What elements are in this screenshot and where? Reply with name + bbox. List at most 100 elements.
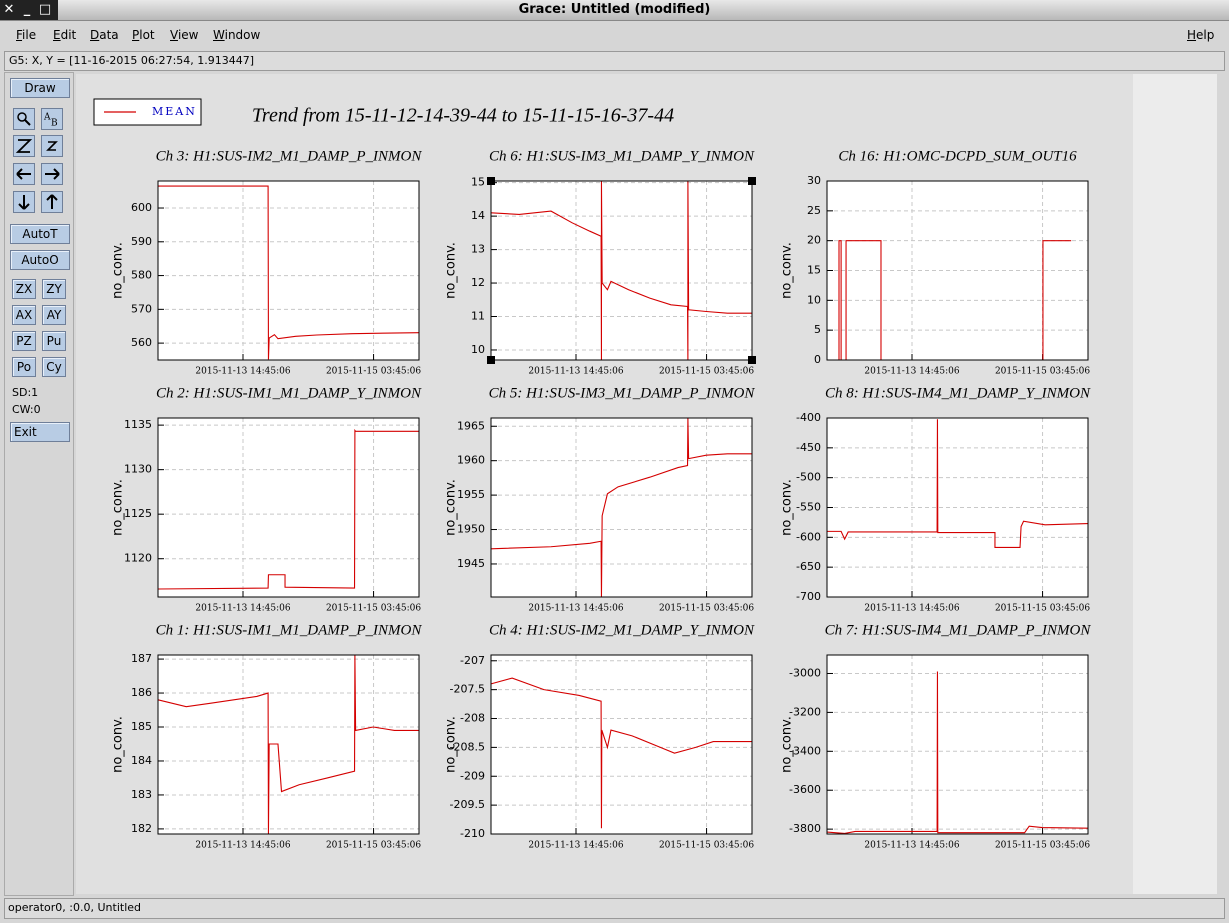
tool-button[interactable]: Pu bbox=[42, 331, 66, 351]
y-tick-label: 580 bbox=[131, 269, 152, 282]
tool-button[interactable]: PZ bbox=[12, 331, 36, 351]
data-line bbox=[158, 185, 420, 360]
autoo-button[interactable]: AutoO bbox=[10, 250, 70, 270]
data-line bbox=[157, 428, 419, 590]
zoom-out-button[interactable] bbox=[41, 135, 63, 157]
plot-area bbox=[827, 181, 1088, 360]
data-line bbox=[490, 417, 752, 598]
x-tick-label: 2015-11-15 03:45:06 bbox=[995, 367, 1090, 377]
window-controls[interactable]: ✕ _ □ bbox=[0, 0, 58, 20]
selection-handle bbox=[487, 356, 495, 364]
menu-item[interactable]: Data bbox=[90, 28, 119, 42]
right-button[interactable] bbox=[41, 163, 63, 185]
y-tick-label: 15 bbox=[471, 176, 485, 189]
tool-button[interactable]: ZX bbox=[12, 279, 36, 299]
data-line bbox=[826, 671, 1089, 834]
y-tick-label: 25 bbox=[807, 204, 821, 217]
x-tick-label: 2015-11-15 03:45:06 bbox=[995, 841, 1090, 851]
x-tick-label: 2015-11-13 14:45:06 bbox=[528, 841, 623, 851]
x-tick-label: 2015-11-13 14:45:06 bbox=[195, 841, 290, 851]
up-button[interactable] bbox=[41, 191, 63, 213]
status-label: SD:1 bbox=[12, 386, 39, 399]
x-tick-label: 2015-11-13 14:45:06 bbox=[864, 604, 959, 614]
plot-area bbox=[827, 655, 1088, 834]
title-bar: Grace: Untitled (modified) bbox=[0, 0, 1229, 21]
status-bar: operator0, :0.0, Untitled bbox=[4, 898, 1225, 919]
y-tick-label: 590 bbox=[131, 235, 152, 248]
plot-frame bbox=[157, 654, 420, 835]
x-tick-label: 2015-11-15 03:45:06 bbox=[659, 841, 754, 851]
menu-item[interactable]: View bbox=[170, 28, 199, 42]
y-tick-label: -209 bbox=[460, 769, 485, 782]
plot-frame bbox=[157, 180, 420, 361]
menu-item[interactable]: File bbox=[16, 28, 37, 42]
zoom-in-button[interactable] bbox=[13, 135, 35, 157]
plot-frame bbox=[826, 654, 1089, 835]
data-line bbox=[490, 677, 752, 829]
y-tick-label: 186 bbox=[131, 686, 152, 699]
x-tick-label: 2015-11-13 14:45:06 bbox=[864, 841, 959, 851]
plot-area bbox=[158, 655, 419, 834]
y-tick-label: 1125 bbox=[124, 507, 152, 520]
y-tick-label: -209.5 bbox=[450, 798, 485, 811]
y-tick-label: 1965 bbox=[457, 419, 485, 432]
canvas-margin bbox=[1133, 74, 1217, 894]
legend-label: MEAN bbox=[152, 105, 197, 118]
y-axis-label: no_conv. bbox=[780, 716, 795, 773]
x-tick-label: 2015-11-13 14:45:06 bbox=[864, 367, 959, 377]
plot-area bbox=[158, 418, 419, 597]
tool-button[interactable]: ZY bbox=[42, 279, 66, 299]
y-tick-label: 187 bbox=[131, 652, 152, 665]
tool-button[interactable]: AX bbox=[12, 305, 36, 325]
chart-title: Ch 6: H1:SUS-IM3_M1_DAMP_Y_INMON bbox=[489, 148, 755, 164]
y-tick-label: -700 bbox=[796, 590, 821, 603]
y-axis-label: no_conv. bbox=[444, 716, 459, 773]
y-tick-label: 570 bbox=[131, 302, 152, 315]
x-tick-label: 2015-11-15 03:45:06 bbox=[326, 367, 421, 377]
y-axis-label: no_conv. bbox=[780, 242, 795, 299]
plot-frame bbox=[826, 180, 1089, 361]
left-button[interactable] bbox=[13, 163, 35, 185]
x-tick-label: 2015-11-13 14:45:06 bbox=[195, 367, 290, 377]
x-tick-label: 2015-11-15 03:45:06 bbox=[326, 841, 421, 851]
graph-title: Trend from 15-11-12-14-39-44 to 15-11-15… bbox=[252, 105, 674, 127]
tool-button[interactable]: AY bbox=[42, 305, 66, 325]
plot-area bbox=[491, 418, 752, 597]
y-tick-label: -3200 bbox=[789, 705, 821, 718]
y-tick-label: 1135 bbox=[124, 418, 152, 431]
plot-area bbox=[491, 181, 752, 360]
selection-handle bbox=[487, 177, 495, 185]
y-tick-label: 30 bbox=[807, 174, 821, 187]
menu-item[interactable]: Edit bbox=[53, 28, 77, 42]
y-tick-label: 184 bbox=[131, 754, 152, 767]
y-tick-label: -3800 bbox=[789, 822, 821, 835]
y-tick-label: -550 bbox=[796, 501, 821, 514]
x-tick-label: 2015-11-13 14:45:06 bbox=[195, 604, 290, 614]
menu-item[interactable]: Plot bbox=[132, 28, 155, 42]
autot-button[interactable]: AutoT bbox=[10, 224, 70, 244]
y-tick-label: 5 bbox=[814, 323, 821, 336]
data-line bbox=[490, 180, 752, 361]
x-tick-label: 2015-11-15 03:45:06 bbox=[995, 604, 1090, 614]
chart-title: Ch 8: H1:SUS-IM4_M1_DAMP_Y_INMON bbox=[825, 385, 1091, 401]
draw-button[interactable]: Draw bbox=[10, 78, 70, 98]
zoom-button[interactable] bbox=[13, 108, 35, 130]
tool-button[interactable]: Po bbox=[12, 357, 36, 377]
exit-button[interactable]: Exit bbox=[10, 422, 70, 442]
y-tick-label: 1945 bbox=[457, 557, 485, 570]
y-axis-label: no_conv. bbox=[444, 479, 459, 536]
menu-item[interactable]: Help bbox=[1187, 28, 1215, 42]
menu-item[interactable]: Window bbox=[213, 28, 261, 42]
selection-handle bbox=[748, 356, 756, 364]
y-tick-label: 20 bbox=[807, 234, 821, 247]
down-button[interactable] bbox=[13, 191, 35, 213]
data-line bbox=[157, 654, 419, 835]
plot-frame bbox=[826, 417, 1089, 598]
y-tick-label: 182 bbox=[131, 822, 152, 835]
status-text: operator0, :0.0, Untitled bbox=[8, 901, 142, 914]
plot-area bbox=[491, 655, 752, 834]
y-tick-label: 1130 bbox=[124, 463, 152, 476]
y-tick-label: 10 bbox=[807, 293, 821, 306]
tool-button[interactable]: Cy bbox=[42, 357, 66, 377]
